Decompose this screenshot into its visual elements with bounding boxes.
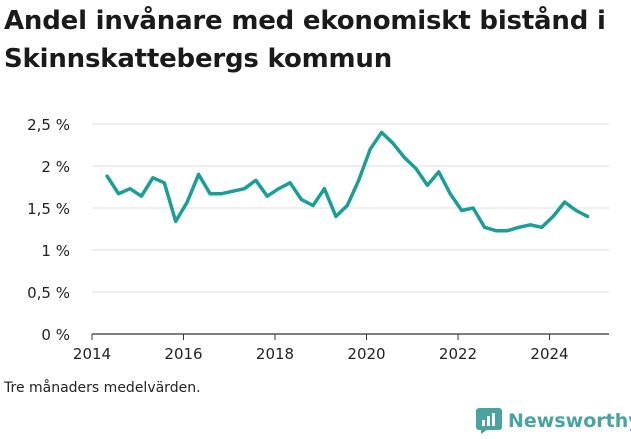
data-point	[334, 214, 338, 218]
data-point	[586, 214, 589, 218]
data-point	[391, 141, 395, 145]
newsworthy-logo-icon	[476, 408, 502, 434]
data-point	[483, 225, 487, 229]
data-point	[208, 192, 212, 196]
data-point	[494, 229, 498, 233]
x-tick-label: 2020	[347, 345, 385, 363]
data-point	[174, 219, 178, 223]
data-point	[540, 225, 544, 229]
data-point	[265, 194, 269, 198]
data-point	[128, 187, 132, 191]
x-tick-label: 2018	[256, 345, 294, 363]
y-tick-label: 0,5 %	[27, 284, 70, 302]
data-point	[277, 187, 281, 191]
data-point	[448, 192, 452, 196]
data-point	[220, 192, 223, 196]
data-point	[311, 204, 315, 207]
data-point	[528, 223, 532, 227]
data-point	[574, 209, 578, 212]
data-point	[300, 198, 303, 202]
y-tick-label: 2 %	[41, 158, 70, 176]
x-tick-label: 2024	[530, 345, 568, 363]
x-tick-label: 2022	[439, 345, 477, 363]
data-point	[425, 183, 429, 187]
data-point	[345, 204, 349, 207]
data-point	[368, 147, 372, 151]
data-point	[254, 178, 258, 182]
data-point	[460, 209, 464, 212]
data-point	[505, 229, 509, 233]
data-point	[563, 200, 567, 204]
data-point	[551, 214, 555, 218]
y-tick-label: 1 %	[41, 242, 70, 260]
data-point	[105, 174, 109, 178]
brand-logo[interactable]: Newsworthy	[476, 408, 631, 434]
data-point	[288, 181, 292, 185]
data-point	[414, 167, 418, 170]
data-point	[517, 225, 521, 229]
data-point	[117, 192, 120, 196]
chart-note: Tre månaders medelvärden.	[4, 380, 201, 396]
brand-name: Newsworthy	[508, 410, 631, 432]
data-point	[471, 206, 475, 210]
data-point	[231, 189, 235, 193]
data-point	[357, 178, 361, 182]
x-axis: 2014 2016 2018 2020 2022 2024	[73, 334, 569, 363]
data-point	[437, 170, 441, 174]
data-point	[242, 187, 246, 191]
y-tick-label: 0 %	[41, 326, 70, 344]
data-point	[322, 187, 326, 191]
y-tick-label: 2,5 %	[27, 116, 70, 134]
data-point	[151, 176, 155, 180]
data-point	[380, 130, 384, 134]
data-point	[403, 156, 406, 160]
data-point	[139, 194, 143, 198]
y-axis: 0 % 0,5 % 1 % 1,5 % 2 % 2,5 %	[27, 116, 70, 344]
chart-title: Andel invånare med ekonomiskt bistånd i …	[4, 6, 606, 74]
x-tick-label: 2016	[164, 345, 202, 363]
y-tick-label: 1,5 %	[27, 200, 70, 218]
data-point	[197, 172, 201, 176]
data-point	[162, 181, 166, 185]
series-line	[105, 130, 590, 233]
data-point	[185, 200, 189, 204]
series-lines	[105, 130, 590, 233]
grid-lines	[92, 123, 609, 335]
x-tick-label: 2014	[73, 345, 111, 363]
